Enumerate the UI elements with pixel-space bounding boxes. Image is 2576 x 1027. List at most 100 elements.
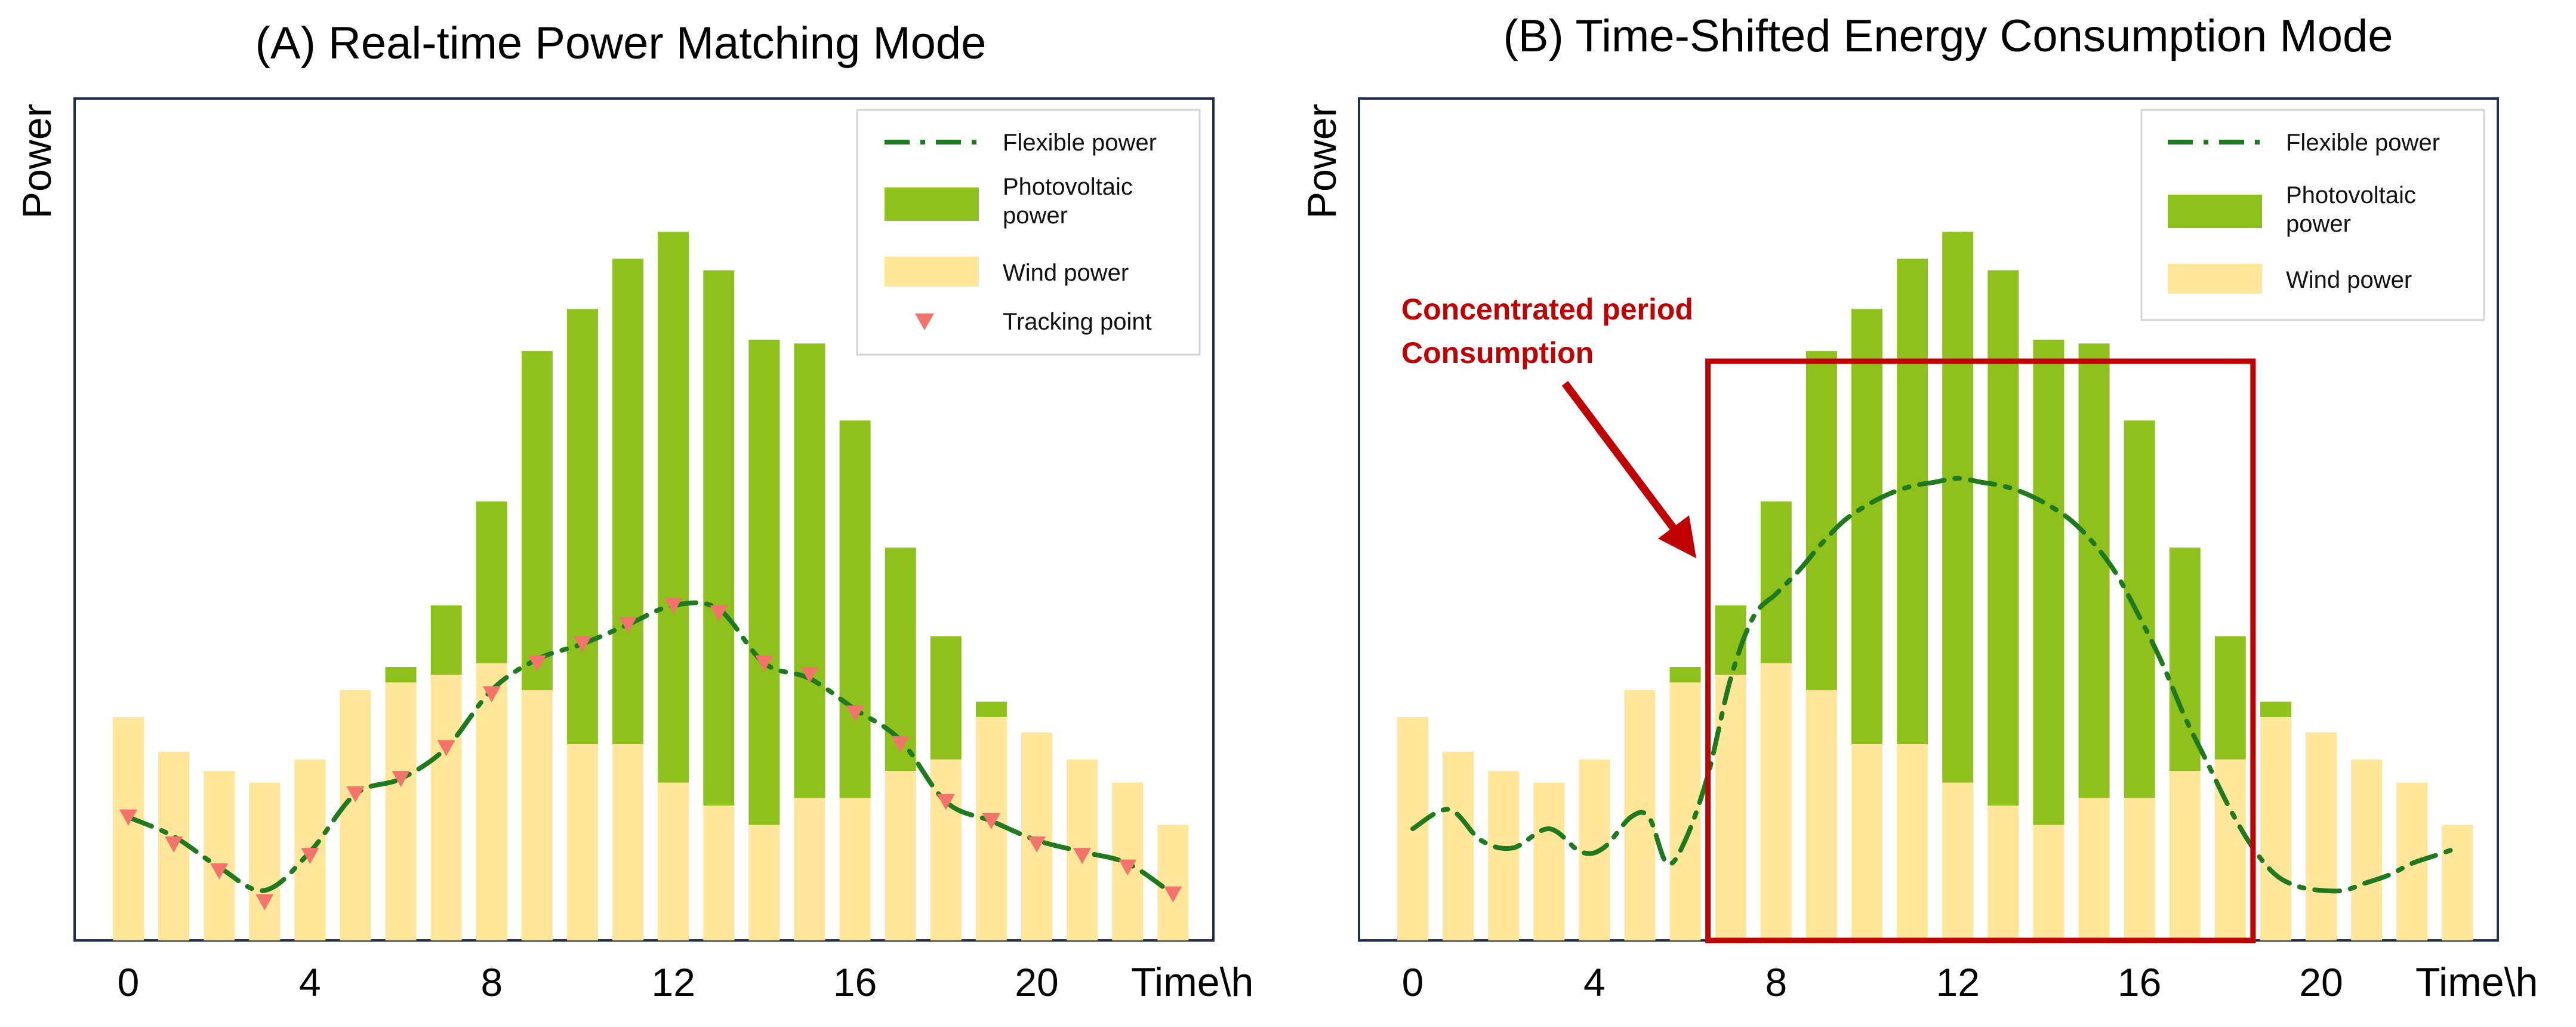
x-tick-b-16: 16 [2118,960,2161,1004]
pv-bar-a-19 [975,702,1007,717]
wind-bar-a-6 [385,682,417,940]
pv-bar-b-10 [1851,309,1882,745]
wind-bar-b-9 [1805,690,1837,940]
pv-bar-a-11 [612,259,644,745]
wind-bar-a-2 [204,771,235,940]
legend-label-wind-b: Wind power [2286,267,2412,293]
tracking-point-10 [574,636,591,653]
wind-bar-b-3 [1533,782,1565,940]
tracking-point-0 [119,809,137,826]
tracking-point-3 [255,894,274,911]
legend-b: Flexible power Photovoltaic power Wind p… [2140,109,2485,321]
wind-bar-a-0 [113,717,144,940]
wind-bar-b-15 [2078,798,2110,940]
chart-title-b: (B) Time-Shifted Energy Consumption Mode [1503,11,2393,62]
wind-bar-a-14 [748,825,780,940]
tracking-point-13 [710,605,728,622]
pv-bar-a-12 [658,232,689,783]
wind-bar-b-23 [2442,825,2473,940]
tracking-points-a [119,597,1182,911]
wind-bar-b-8 [1760,663,1792,940]
legend-label-pv-line1-a: Photovoltaic [1003,174,1133,200]
wind-bar-b-4 [1579,759,1610,940]
wind-bar-a-9 [521,690,553,940]
pv-bar-a-6 [385,667,417,682]
legend-label-pv-line2-a: power [1003,202,1068,229]
tracking-point-22 [1118,859,1137,876]
wind-bar-a-13 [703,805,735,940]
annotation-arrow-shaft [1561,381,1680,534]
wind-bar-a-8 [476,663,507,940]
pv-bar-b-13 [1988,270,2019,806]
tracking-point-1 [165,836,183,853]
wind-bar-a-7 [430,674,462,940]
wind-bar-b-14 [2033,825,2065,940]
tracking-point-15 [800,666,819,683]
tracking-point-19 [982,813,1000,830]
x-axis-label-a: Time\h [1131,960,1253,1005]
wind-bar-a-18 [930,759,962,940]
legend-swatch-tracking-a [915,313,934,330]
legend-swatch-pv-a [885,187,979,221]
wind-bar-b-21 [2351,759,2383,940]
wind-bar-a-16 [839,798,871,940]
legend-label-pv-a: Photovoltaic power [1003,174,1139,229]
pv-bar-b-18 [2214,636,2246,760]
legend-label-tracking-a: Tracking point [1003,309,1152,335]
panel-a: (A) Real-time Power Matching Mode Power … [14,18,1253,1005]
legend-label-wind-a: Wind power [1003,260,1129,286]
tracking-point-16 [846,705,864,722]
wind-bar-b-20 [2306,732,2337,940]
pv-bar-b-12 [1942,232,1974,783]
wind-bar-b-5 [1624,690,1656,940]
wind-bar-b-11 [1897,744,1928,940]
x-tick-b-20: 20 [2299,960,2343,1004]
tracking-point-12 [664,597,683,614]
x-tick-b-12: 12 [1936,960,1979,1004]
wind-bar-b-10 [1851,744,1882,940]
pv-bar-b-9 [1805,351,1837,690]
tracking-point-8 [482,686,501,703]
pv-bar-a-14 [748,339,780,825]
tracking-point-2 [210,863,229,880]
tracking-point-14 [755,655,774,672]
pv-bar-b-6 [1669,667,1701,682]
legend-a: Flexible power Photovoltaic power Wind p… [856,109,1201,356]
wind-bar-b-19 [2260,717,2291,940]
wind-bar-b-1 [1443,751,1474,940]
legend-swatch-pv-b [2168,195,2262,228]
y-axis-label-b: Power [1299,104,1345,219]
x-tick-a-12: 12 [651,960,695,1004]
pv-bar-a-16 [839,420,871,798]
pv-bar-b-14 [2033,339,2065,825]
wind-bar-b-13 [1988,805,2019,940]
wind-bar-a-5 [340,690,371,940]
legend-label-pv-b: Photovoltaic power [2286,182,2423,237]
plot-frame-a [73,97,1215,942]
x-tick-a-8: 8 [480,960,503,1004]
legend-label-pv-line2-b: power [2286,211,2351,237]
x-tick-b-0: 0 [1402,960,1424,1004]
legend-label-flexible-b: Flexible power [2286,130,2440,156]
pv-bar-a-10 [567,309,598,745]
tracking-point-20 [1028,836,1046,853]
tracking-point-11 [619,617,637,634]
wind-bar-a-10 [567,744,598,940]
bars-a [113,232,1189,940]
wind-bar-a-12 [658,782,689,940]
legend-box-a [856,109,1201,356]
tracking-point-4 [301,848,319,865]
tracking-point-6 [392,771,410,788]
x-tick-a-4: 4 [299,960,321,1004]
wind-bar-b-16 [2124,798,2155,940]
x-axis-label-b: Time\h [2415,960,2538,1005]
pv-bar-a-13 [703,270,735,806]
x-tick-b-8: 8 [1765,960,1787,1004]
pv-bar-a-7 [430,605,462,675]
wind-bar-a-11 [612,744,644,940]
flexible-power-line-a [126,600,1176,897]
x-tick-a-0: 0 [118,960,140,1004]
x-ticks-b: 0 4 8 12 16 20 [1402,960,2343,1004]
x-tick-a-20: 20 [1015,960,1058,1004]
